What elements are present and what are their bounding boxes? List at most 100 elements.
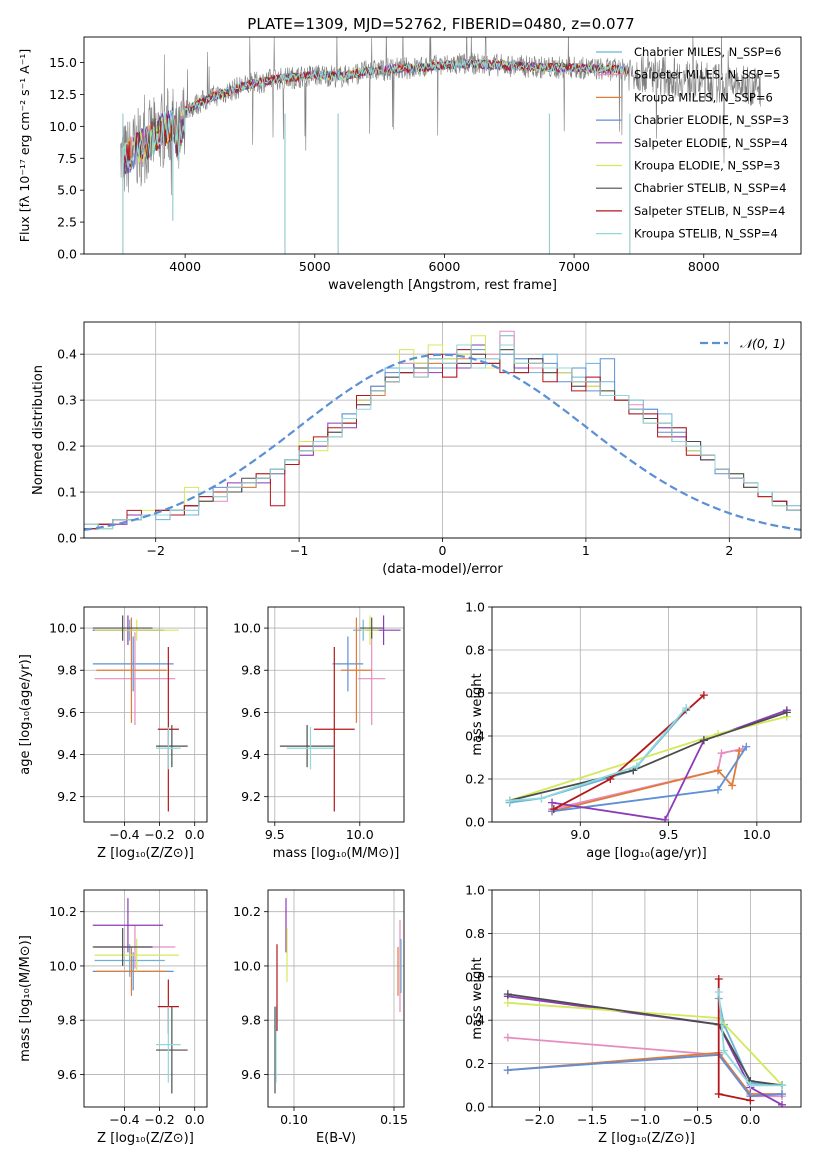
weight-marker — [503, 1066, 512, 1075]
weight-marker — [778, 1089, 787, 1098]
y-tick-label: 0.3 — [57, 393, 77, 408]
y-axis-label: age [log₁₀(age/yr)] — [18, 654, 33, 775]
weight-line — [509, 711, 788, 802]
weight-marker — [714, 785, 723, 794]
x-tick-label: 9.0 — [570, 827, 590, 842]
y-tick-label: 10.0 — [49, 958, 77, 973]
y-tick-label: 0.8 — [465, 643, 485, 658]
axes-frame — [83, 889, 208, 1108]
weight-line — [507, 1051, 782, 1095]
x-tick-label: 4000 — [169, 259, 201, 274]
weight-marker — [714, 1089, 723, 1098]
y-tick-label: 9.8 — [57, 1013, 77, 1028]
mass-age-panel: 9.5 10.0 9.2 9.4 9.6 9.8 10.0 mass [log₁₀(M/M⊙)… — [233, 606, 405, 861]
x-tick-label: 7000 — [558, 259, 590, 274]
weight-marker — [549, 805, 558, 814]
y-tick-label: 0.1 — [57, 485, 77, 500]
y-tick-label: 0.4 — [465, 1013, 485, 1028]
y-tick-label: 0.2 — [465, 772, 485, 787]
legend-label: Chabrier ELODIE, N_SSP=3 — [634, 113, 789, 127]
weight-marker — [782, 708, 791, 717]
x-axis-label: wavelength [Angstrom, rest frame] — [328, 278, 557, 293]
weight-line — [507, 1053, 783, 1098]
y-axis-label: mass [log₁₀(M/M⊙)] — [18, 935, 33, 1062]
weight-marker — [742, 742, 751, 751]
x-tick-label: 9.5 — [659, 827, 679, 842]
y-axis-label: mass weight — [470, 673, 485, 755]
y-tick-label: 0.0 — [57, 247, 77, 262]
y-tick-label: 2.5 — [57, 215, 77, 230]
axes-frame — [491, 889, 802, 1108]
weight-marker — [505, 796, 514, 805]
x-tick-label: −1.5 — [577, 1112, 607, 1127]
weight-marker — [632, 762, 641, 771]
normal-curve — [84, 353, 801, 531]
weight-marker — [606, 775, 615, 783]
legend-label: Salpeter STELIB, N_SSP=4 — [634, 204, 785, 218]
x-tick-label: 5000 — [299, 259, 331, 274]
y-tick-label: 0.4 — [57, 347, 77, 362]
weight-line — [717, 991, 782, 1087]
weight-line — [551, 748, 743, 810]
y-tick-label: 0.0 — [57, 531, 77, 546]
plot-area — [279, 615, 401, 812]
weight-marker — [682, 704, 691, 713]
x-tick-label: 10.0 — [346, 827, 374, 842]
weight-marker — [717, 749, 726, 758]
y-tick-label: 9.6 — [57, 1067, 77, 1082]
y-tick-label: 1.0 — [465, 600, 485, 615]
plot-area — [505, 691, 791, 822]
y-tick-label: 10.2 — [233, 904, 261, 919]
y-tick-label: 9.8 — [241, 663, 261, 678]
x-axis-label: mass [log₁₀(M/M⊙)] — [273, 846, 400, 861]
metallicity-age-panel: −0.4 −0.2 0.0 9.2 9.4 9.6 9.8 10.0 Z [log₁₀(Z/Z⊙… — [18, 606, 208, 861]
plot-area — [274, 898, 402, 1094]
y-tick-label: 9.6 — [57, 705, 77, 720]
weight-line — [551, 709, 788, 821]
axes-frame — [83, 36, 802, 255]
y-axis-label: Flux [fλ 10⁻¹⁷ erg cm⁻² s⁻¹ A⁻¹] — [17, 49, 32, 242]
plot-area — [120, 37, 761, 254]
y-tick-label: 10.0 — [233, 958, 261, 973]
x-tick-label: 0.0 — [740, 1112, 760, 1127]
weight-marker — [537, 794, 546, 803]
x-tick-label: −1.0 — [630, 1112, 660, 1127]
y-tick-label: 12.5 — [49, 87, 77, 102]
legend-label: Salpeter ELODIE, N_SSP=4 — [634, 136, 788, 150]
weight-marker — [720, 1046, 729, 1055]
x-tick-label: −0.4 — [109, 1112, 139, 1127]
y-tick-label: 0.6 — [465, 686, 485, 701]
model-spectrum-line — [122, 59, 630, 180]
plot-area — [92, 898, 188, 1094]
x-tick-label: −2 — [146, 543, 164, 558]
x-axis-label: Z [log₁₀(Z/Z⊙)] — [598, 1131, 695, 1146]
y-axis-label: mass weight — [470, 957, 485, 1039]
x-axis-label: (data-model)/error — [382, 562, 503, 577]
y-tick-label: 0.2 — [465, 1056, 485, 1071]
plot-area — [503, 974, 787, 1107]
weight-marker — [714, 987, 723, 996]
x-tick-label: 0.0 — [185, 1112, 205, 1127]
weight-marker — [728, 781, 737, 790]
x-tick-label: −0.4 — [109, 827, 139, 842]
plot-area — [92, 615, 188, 812]
legend-label: Kroupa MILES, N_SSP=6 — [634, 90, 773, 104]
x-tick-label: 0.10 — [280, 1112, 308, 1127]
x-tick-label: −1 — [290, 543, 308, 558]
weight-marker — [699, 736, 708, 745]
y-tick-label: 10.0 — [49, 119, 77, 134]
histogram-step-line — [84, 344, 801, 530]
legend-label: Chabrier STELIB, N_SSP=4 — [634, 181, 786, 195]
y-tick-label: 9.8 — [241, 1013, 261, 1028]
weight-marker — [746, 1096, 755, 1105]
axes-frame — [83, 606, 208, 823]
x-axis-label: Z [log₁₀(Z/Z⊙)] — [97, 846, 194, 861]
y-tick-label: 9.6 — [241, 1067, 261, 1082]
figure-title: PLATE=1309, MJD=52762, FIBERID=0480, z=0… — [247, 15, 634, 33]
x-tick-label: 2 — [725, 543, 733, 558]
weight-marker — [778, 1100, 787, 1107]
y-tick-label: 1.0 — [465, 883, 485, 898]
reddening-mass-panel: 0.10 0.15 9.6 9.8 10.0 10.2 E(B-V) — [233, 889, 408, 1146]
weight-marker — [746, 1081, 755, 1090]
